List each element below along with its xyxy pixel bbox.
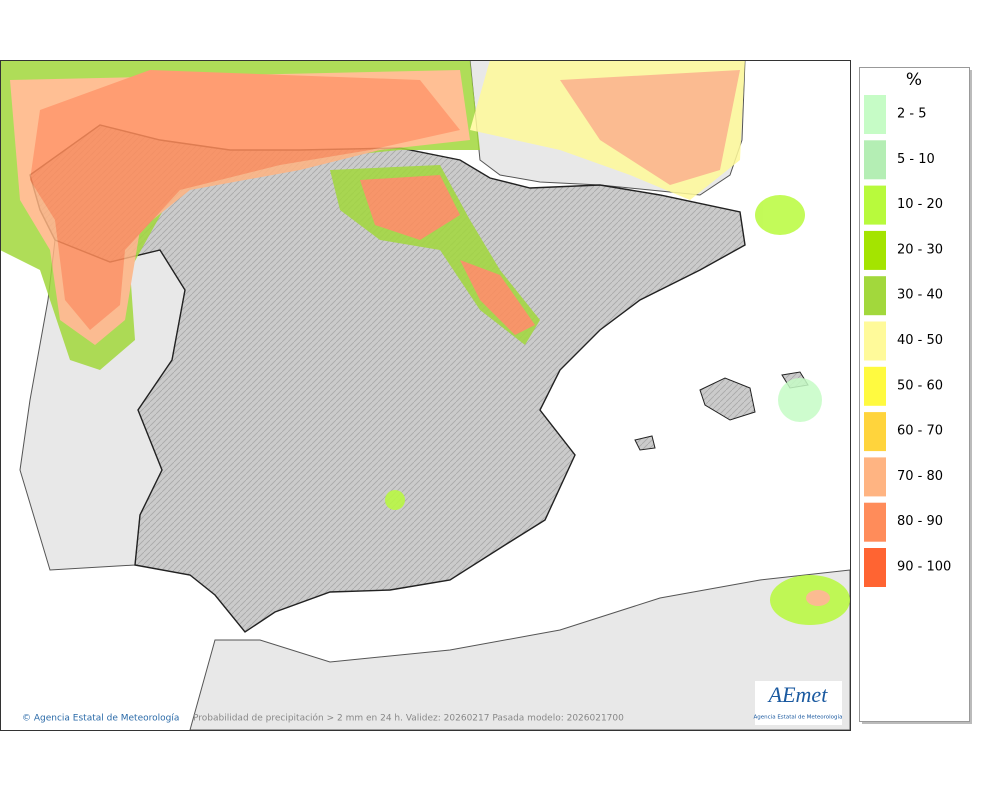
legend-items: 2 - 5 5 - 10 10 - 20 20 - 30 30 - 40 40 - 50 5… bbox=[864, 95, 951, 587]
credit: © Agencia Estatal de Meteorología bbox=[22, 714, 179, 724]
legend-swatch bbox=[864, 321, 886, 361]
legend-label: 5 - 10 bbox=[897, 152, 935, 167]
legend-swatch bbox=[864, 185, 886, 225]
legend-swatch bbox=[864, 140, 886, 180]
logo-subtitle: Agencia Estatal de Meteorología bbox=[754, 714, 843, 721]
precip-area bbox=[806, 590, 830, 606]
legend-swatch bbox=[864, 548, 886, 587]
logo-name: AEmet bbox=[767, 682, 829, 707]
precip-area bbox=[778, 378, 822, 422]
legend-swatch bbox=[864, 366, 886, 406]
logo-box bbox=[755, 681, 842, 725]
legend-label: 80 - 90 bbox=[897, 514, 943, 529]
caption: Probabilidad de precipitación > 2 mm en … bbox=[193, 713, 624, 724]
legend-swatch bbox=[864, 502, 886, 542]
legend-swatch bbox=[864, 230, 886, 270]
legend-swatch bbox=[864, 95, 886, 134]
legend-label: 40 - 50 bbox=[897, 333, 943, 348]
legend-label: 20 - 30 bbox=[897, 242, 943, 257]
legend-swatch bbox=[864, 457, 886, 497]
precip-area bbox=[360, 175, 460, 240]
legend-label: 2 - 5 bbox=[897, 107, 927, 122]
precipitation-field bbox=[0, 60, 850, 625]
legend-label: 60 - 70 bbox=[897, 424, 943, 439]
legend-label: 70 - 80 bbox=[897, 469, 943, 484]
legend-swatch bbox=[864, 412, 886, 452]
legend-label: 30 - 40 bbox=[897, 288, 943, 303]
map: © Agencia Estatal de Meteorología Probab… bbox=[0, 60, 850, 730]
legend-label: 50 - 60 bbox=[897, 378, 943, 393]
precip-area bbox=[560, 70, 740, 185]
map-frame bbox=[0, 60, 851, 731]
legend-label: 90 - 100 bbox=[897, 560, 951, 575]
legend-swatch bbox=[864, 276, 886, 316]
ibiza bbox=[634, 435, 656, 451]
precip-area bbox=[30, 70, 460, 330]
africa bbox=[189, 569, 850, 730]
precip-area bbox=[755, 195, 805, 235]
precip-area bbox=[385, 490, 405, 510]
legend-title: % bbox=[906, 70, 922, 90]
spain bbox=[29, 124, 746, 633]
precip-area bbox=[460, 260, 535, 335]
legend-label: 10 - 20 bbox=[897, 197, 943, 212]
mallorca bbox=[699, 377, 756, 421]
